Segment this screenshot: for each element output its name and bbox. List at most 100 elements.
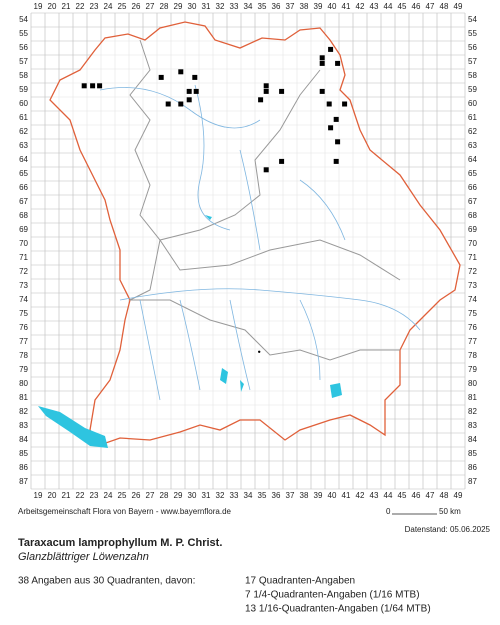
- state-border: [49, 21, 461, 446]
- x-label: 21: [62, 491, 71, 500]
- x-label: 22: [76, 2, 85, 11]
- y-label: 68: [19, 211, 28, 220]
- x-label: 25: [118, 491, 127, 500]
- x-label: 48: [440, 491, 449, 500]
- y-label: 71: [19, 253, 28, 262]
- x-label: 47: [426, 491, 435, 500]
- y-label: 54: [468, 15, 477, 24]
- x-label: 33: [230, 2, 239, 11]
- y-label: 68: [468, 211, 477, 220]
- y-label: 81: [468, 393, 477, 402]
- x-label: 39: [314, 491, 323, 500]
- record-square: [178, 69, 184, 75]
- x-label: 46: [412, 2, 421, 11]
- y-label: 85: [468, 449, 477, 458]
- y-label: 58: [468, 71, 477, 80]
- y-label: 84: [19, 435, 28, 444]
- y-label: 59: [468, 85, 477, 94]
- scale-end: 50 km: [439, 507, 461, 516]
- record-square: [326, 101, 332, 107]
- y-label: 78: [468, 351, 477, 360]
- y-label: 74: [19, 295, 28, 304]
- title: Taraxacum lamprophyllum M. P. Christ.: [18, 537, 222, 549]
- record-square: [97, 83, 103, 89]
- y-label: 66: [19, 183, 28, 192]
- x-label: 34: [244, 2, 253, 11]
- x-label: 28: [160, 491, 169, 500]
- y-label: 82: [19, 407, 28, 416]
- x-label: 23: [90, 491, 99, 500]
- x-label: 47: [426, 2, 435, 11]
- x-label: 44: [384, 491, 393, 500]
- y-label: 76: [19, 323, 28, 332]
- y-label: 77: [468, 337, 477, 346]
- y-label: 87: [19, 477, 28, 486]
- y-label: 60: [468, 99, 477, 108]
- subtitle: Glanzblättriger Löwenzahn: [18, 551, 149, 563]
- x-label: 26: [132, 2, 141, 11]
- y-label: 73: [19, 281, 28, 290]
- x-label: 22: [76, 491, 85, 500]
- record-square: [165, 101, 171, 107]
- y-label: 75: [468, 309, 477, 318]
- record-square: [258, 97, 264, 103]
- y-label: 63: [19, 141, 28, 150]
- record-square: [319, 55, 325, 61]
- x-label: 20: [48, 2, 57, 11]
- record-square: [333, 158, 339, 164]
- y-label: 86: [468, 463, 477, 472]
- summary: 38 Angaben aus 30 Quadranten, davon:: [18, 576, 195, 587]
- date: Datenstand: 05.06.2025: [405, 525, 491, 534]
- x-label: 32: [216, 2, 225, 11]
- x-label: 19: [34, 2, 43, 11]
- record-square: [186, 97, 192, 103]
- y-label: 83: [468, 421, 477, 430]
- y-label: 67: [19, 197, 28, 206]
- y-label: 67: [468, 197, 477, 206]
- y-label: 56: [19, 43, 28, 52]
- y-label: 58: [19, 71, 28, 80]
- record-square: [335, 139, 341, 145]
- x-label: 28: [160, 2, 169, 11]
- x-label: 34: [244, 491, 253, 500]
- y-label: 84: [468, 435, 477, 444]
- x-label: 49: [454, 491, 463, 500]
- records: [81, 46, 348, 353]
- record-square: [90, 83, 96, 89]
- x-label: 30: [188, 2, 197, 11]
- x-label: 43: [370, 491, 379, 500]
- x-label: 48: [440, 2, 449, 11]
- x-label: 35: [258, 2, 267, 11]
- y-label: 64: [468, 155, 477, 164]
- rivers: [99, 84, 421, 401]
- x-label: 38: [300, 2, 309, 11]
- x-label: 29: [174, 491, 183, 500]
- x-label: 21: [62, 2, 71, 11]
- x-label: 36: [272, 2, 281, 11]
- y-label: 76: [468, 323, 477, 332]
- x-label: 45: [398, 2, 407, 11]
- y-label: 69: [19, 225, 28, 234]
- record-square: [328, 46, 334, 52]
- district-borders: [129, 39, 401, 361]
- count: 13 1/16-Quadranten-Angaben (1/64 MTB): [245, 604, 431, 615]
- record-square: [263, 83, 269, 89]
- y-label: 54: [19, 15, 28, 24]
- record-square: [192, 74, 198, 80]
- x-label: 20: [48, 491, 57, 500]
- y-label: 63: [468, 141, 477, 150]
- x-label: 41: [342, 2, 351, 11]
- x-label: 49: [454, 2, 463, 11]
- x-label: 32: [216, 491, 225, 500]
- x-label: 46: [412, 491, 421, 500]
- y-label: 79: [468, 365, 477, 374]
- y-label: 55: [468, 29, 477, 38]
- x-label: 40: [328, 2, 337, 11]
- x-label: 45: [398, 491, 407, 500]
- x-label: 24: [104, 2, 113, 11]
- scale-start: 0: [386, 507, 391, 516]
- y-label: 72: [19, 267, 28, 276]
- y-label: 72: [468, 267, 477, 276]
